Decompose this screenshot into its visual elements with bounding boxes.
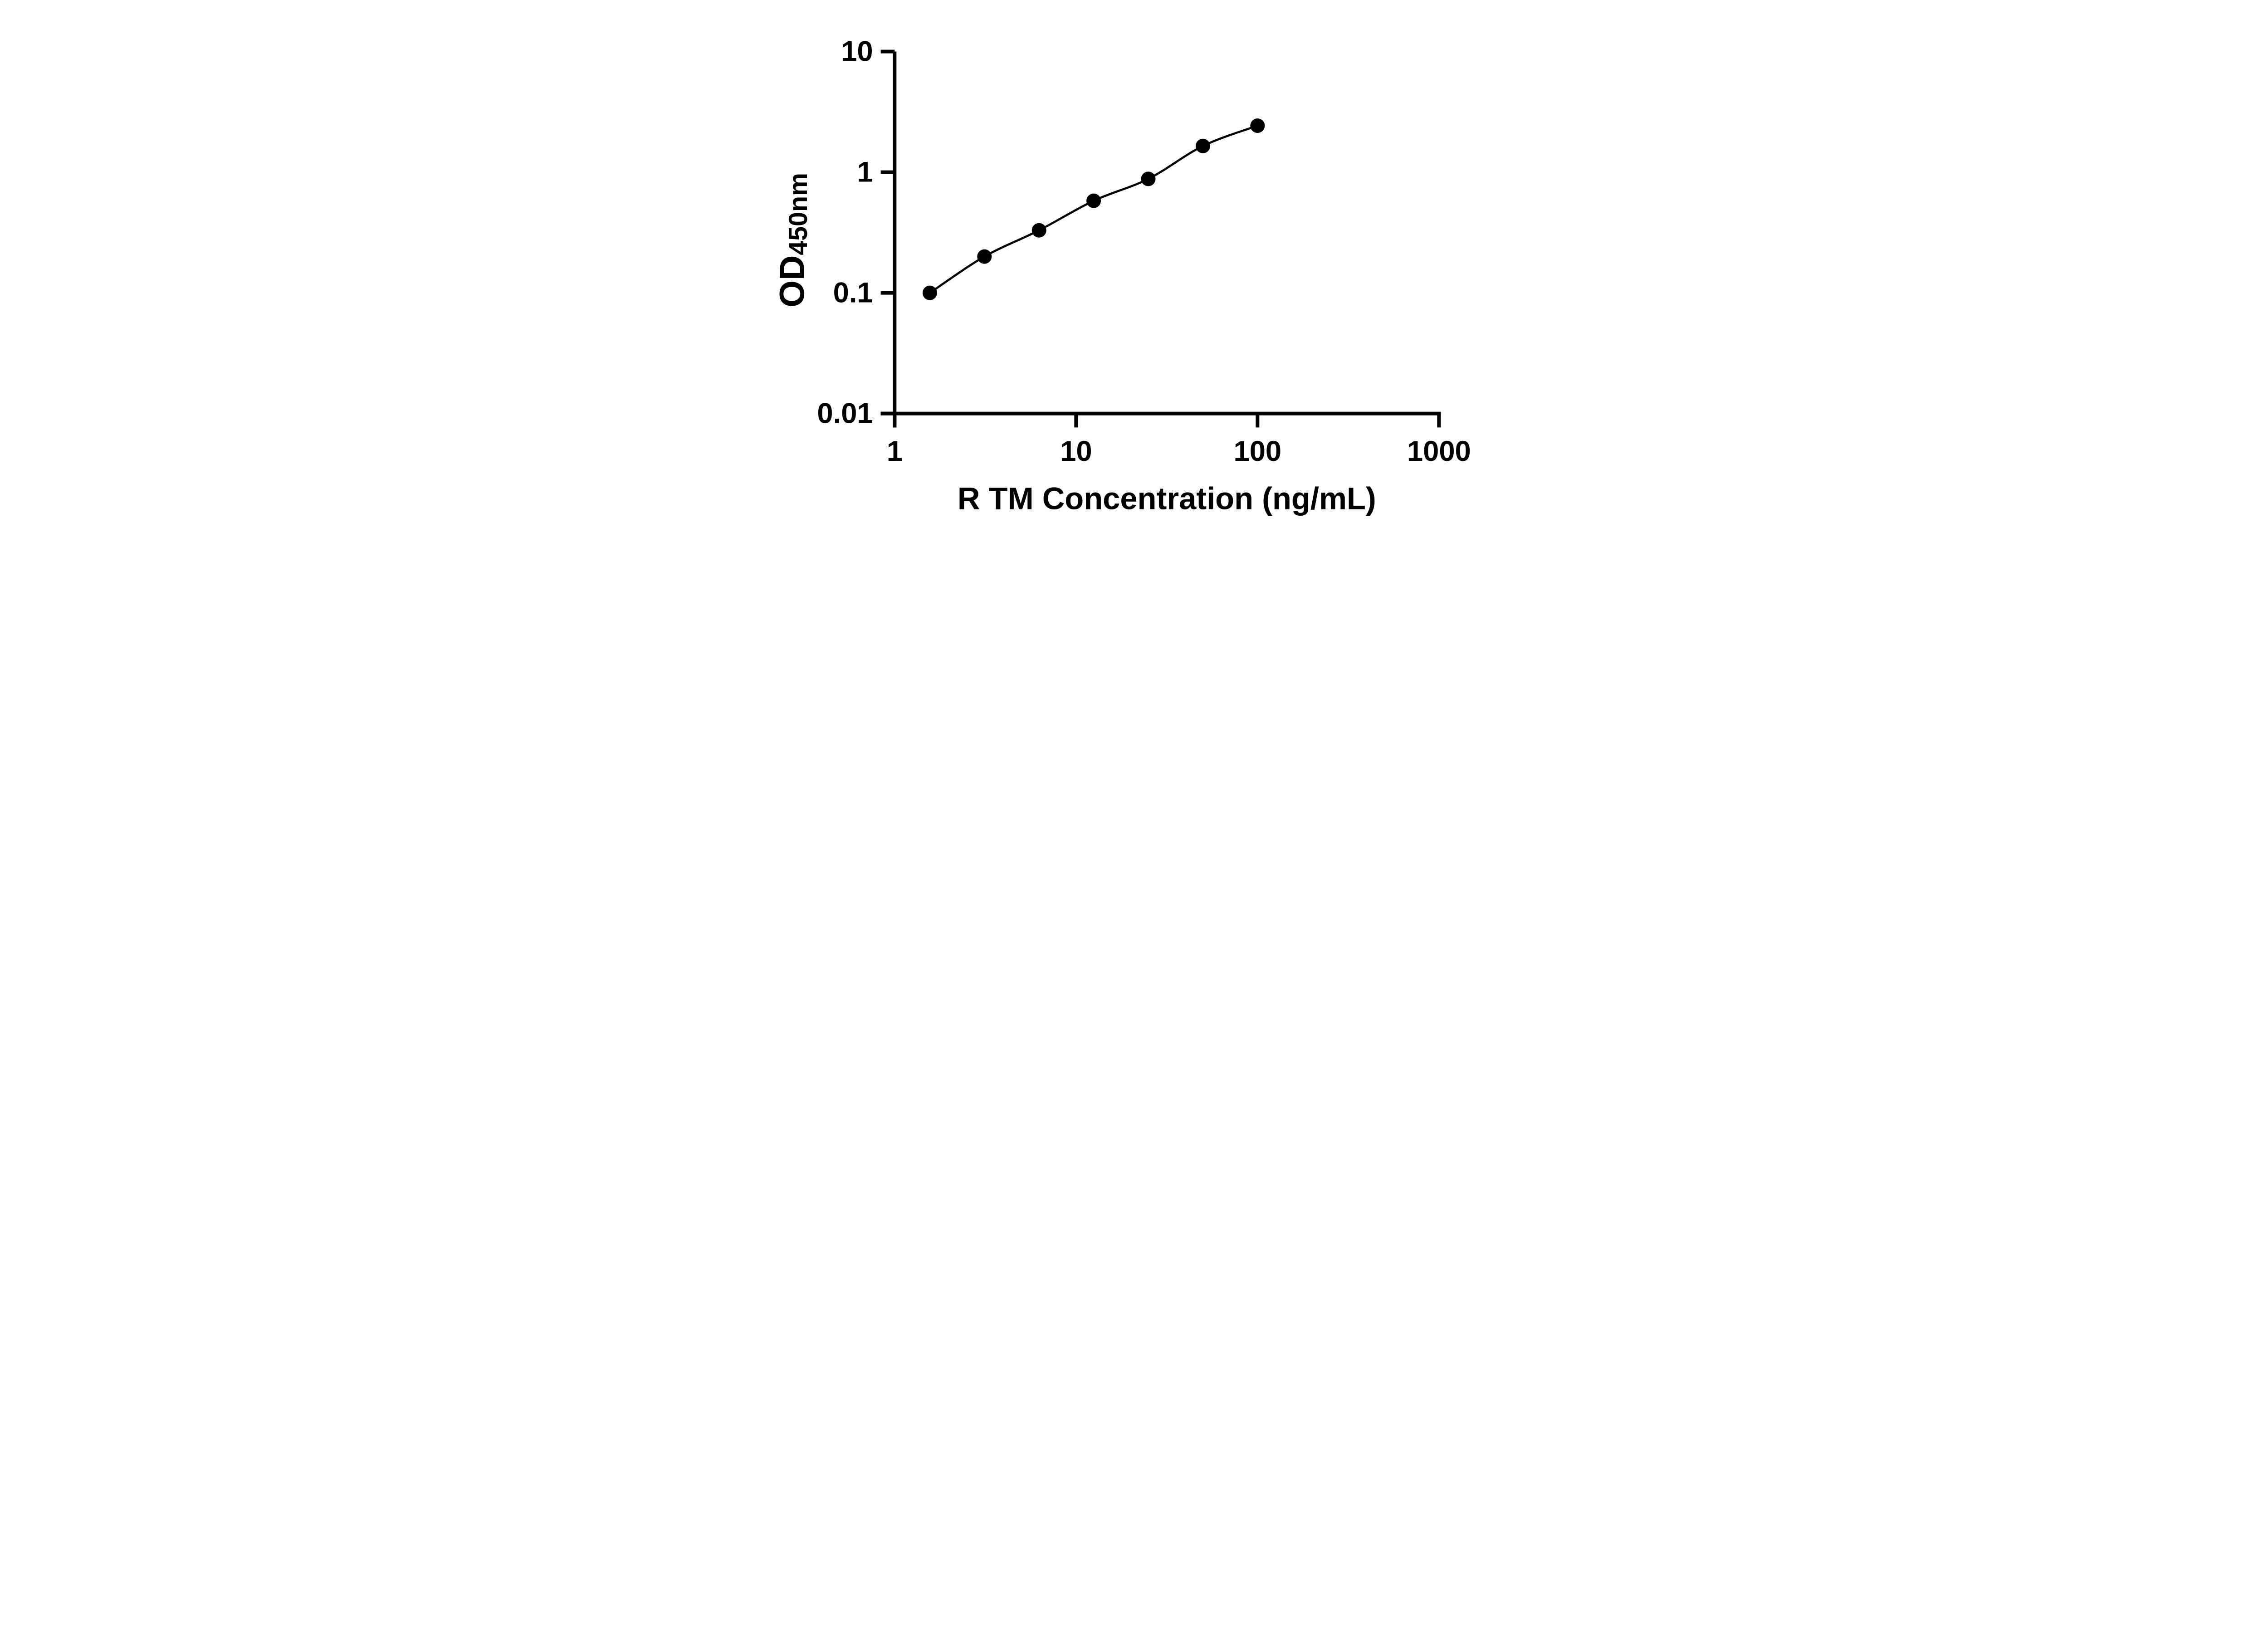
fit-curve [929,124,1258,294]
y-tick-label-0.01: 0.01 [817,398,873,430]
x-tick-label-100: 100 [1233,435,1281,467]
data-point-6.25ng-ml [1031,223,1046,238]
standard-curve-figure: 10 1 0.1 0.01 1 10 100 1000 R TM Concentration … [745,0,1523,544]
y-axis-title-main: OD [773,255,811,308]
y-axis-title-subscript: 450nm [784,173,813,255]
x-tick-label-1000: 1000 [1407,435,1471,467]
y-tick-label-0.1: 0.1 [833,277,873,309]
data-point-50ng-ml [1195,138,1210,153]
data-point-100ng-ml [1250,118,1265,133]
y-axis-title: OD450nm [773,173,813,308]
standard-curve-chart: 10 1 0.1 0.01 1 10 100 1000 R TM Concentration … [745,0,1523,544]
y-tick-label-10: 10 [841,36,873,68]
data-point-1.5625ng-ml [922,285,937,300]
tick-marks [880,49,1441,428]
axes [880,51,1441,428]
x-tick-label-1: 1 [887,435,903,467]
x-tick-label-10: 10 [1060,435,1092,467]
data-point-25ng-ml [1141,171,1156,186]
data-point-3.125ng-ml [977,249,992,264]
y-tick-label-1: 1 [857,156,873,188]
plot-area [922,118,1265,300]
tick-labels: 10 1 0.1 0.01 1 10 100 1000 [817,36,1471,467]
data-point-12.5ng-ml [1086,193,1101,208]
x-axis-title: R TM Concentration (ng/mL) [958,481,1376,516]
